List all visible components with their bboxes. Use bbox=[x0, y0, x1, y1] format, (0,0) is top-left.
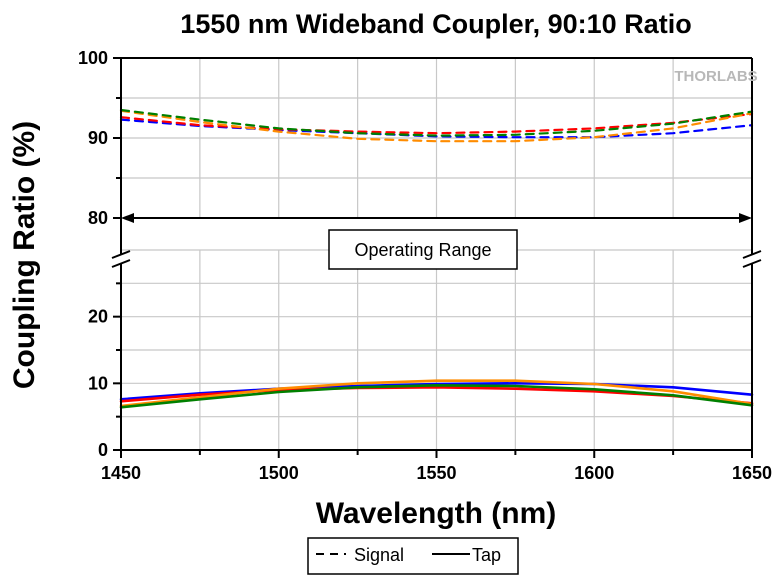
tick-labels: 1450 1500 1550 1600 1650 80 90 100 0 10 20 bbox=[78, 48, 772, 483]
chart-title: 1550 nm Wideband Coupler, 90:10 Ratio bbox=[180, 9, 691, 39]
x-tick-label: 1450 bbox=[101, 463, 141, 483]
y-tick-label: 90 bbox=[88, 128, 108, 148]
legend-signal-label: Signal bbox=[354, 545, 404, 565]
tap-curve-4 bbox=[119, 381, 754, 401]
x-tick-label: 1650 bbox=[732, 463, 772, 483]
thorlabs-watermark: THORLABS bbox=[674, 68, 757, 85]
y-tick-label: 10 bbox=[88, 373, 108, 393]
signal-curve-2 bbox=[119, 109, 754, 143]
x-tick-label: 1550 bbox=[416, 463, 456, 483]
y-tick-label: 100 bbox=[78, 48, 108, 68]
signal-curve-3 bbox=[119, 108, 754, 137]
y-tick-label: 0 bbox=[98, 440, 108, 460]
legend-box bbox=[307, 537, 519, 575]
y-axis-title: Coupling Ratio (%) bbox=[8, 121, 41, 389]
axis-break-left bbox=[111, 250, 131, 268]
axis-break-right bbox=[742, 250, 762, 268]
grid-lines bbox=[121, 58, 752, 450]
y-tick-label: 20 bbox=[88, 307, 108, 327]
legend-tap-label: Tap bbox=[472, 545, 501, 565]
operating-range-arrow bbox=[121, 213, 752, 223]
operating-range-box bbox=[328, 229, 518, 270]
operating-range-label: Operating Range bbox=[354, 240, 491, 260]
x-tick-label: 1500 bbox=[259, 463, 299, 483]
signal-curve-1 bbox=[119, 112, 754, 135]
tap-curve-6 bbox=[119, 379, 754, 408]
axis-ticks bbox=[113, 57, 753, 458]
y-tick-label: 80 bbox=[88, 208, 108, 228]
series-curves bbox=[119, 108, 754, 409]
x-tick-label: 1600 bbox=[574, 463, 614, 483]
legend: Signal Tap bbox=[307, 537, 519, 575]
x-axis-title: Wavelength (nm) bbox=[316, 497, 557, 530]
tap-curve-7 bbox=[119, 383, 754, 409]
